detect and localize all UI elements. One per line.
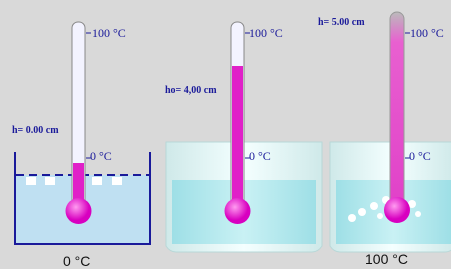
zero-label: 0 °C bbox=[249, 149, 271, 163]
panel-3: 100 °C 0 °C h= 5.00 cm 100 °C bbox=[318, 12, 451, 267]
panel-2: 100 °C 0 °C ho= 4,00 cm bbox=[165, 22, 322, 252]
top-label: 100 °C bbox=[92, 26, 126, 40]
ticks bbox=[245, 33, 250, 158]
scene: 100 °C 0 °C h= 0.00 cm 0 °C 100 °C 0 °C … bbox=[0, 0, 451, 269]
height-label: h= 0.00 cm bbox=[12, 125, 59, 136]
top-label: 100 °C bbox=[410, 26, 444, 40]
ticks bbox=[86, 33, 91, 158]
zero-label: 0 °C bbox=[409, 149, 431, 163]
thermometer bbox=[390, 12, 404, 212]
panel-1: 100 °C 0 °C h= 0.00 cm 0 °C bbox=[12, 22, 150, 269]
caption: 100 °C bbox=[365, 251, 408, 267]
caption: 0 °C bbox=[63, 253, 90, 269]
top-label: 100 °C bbox=[249, 26, 283, 40]
height-label: h= 5.00 cm bbox=[318, 17, 365, 28]
page: 100 °C 0 °C h= 0.00 cm 0 °C 100 °C 0 °C … bbox=[0, 0, 451, 269]
bulb bbox=[384, 197, 410, 223]
height-label: ho= 4,00 cm bbox=[165, 85, 217, 96]
bulb bbox=[66, 198, 92, 224]
zero-label: 0 °C bbox=[90, 149, 112, 163]
ticks bbox=[405, 33, 410, 158]
column bbox=[232, 66, 243, 208]
bulb bbox=[225, 198, 251, 224]
